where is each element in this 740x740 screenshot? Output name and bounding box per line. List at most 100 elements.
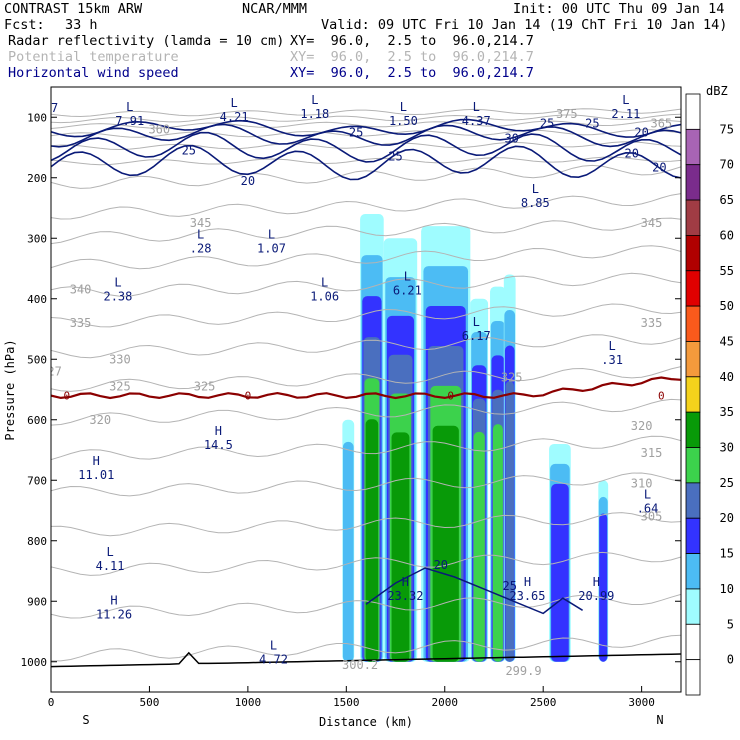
theta-contour [51,366,681,392]
colorbar-swatch [685,93,701,130]
y-axis-label: Pressure (hPa) [3,339,17,440]
extremum-marker: L [114,276,121,290]
x-tick-label: 3000 [628,696,655,709]
y-tick-label: 200 [27,172,47,185]
extremum-marker: L [473,315,480,329]
colorbar-swatch [685,128,701,166]
theta-contour [51,398,681,426]
theta-label: 305 [641,510,663,524]
theta-label: 320 [89,413,111,427]
theta-contour [51,108,681,118]
valid-time: Valid: 09 UTC Fri 10 Jan 14 (19 ChT Fri … [321,17,728,33]
colorbar-label: 0 [727,653,734,667]
colorbar-label: 50 [720,299,734,313]
theta-label: 345 [641,216,663,230]
org-name: NCAR/MMM [242,1,308,17]
theta-label: 360 [148,122,170,136]
wind-speed-label: 30 [504,131,518,145]
theta-contour [51,272,681,297]
wind-speed-label: 20 [241,174,255,188]
field-reflectivity: Radar reflectivity (lamda = 10 cm) [8,33,285,49]
model-name: CONTRAST 15km ARW [4,1,143,17]
colorbar-swatch [685,659,701,696]
field-wind: Horizontal wind speed [8,65,179,81]
x-end-label-north: N [656,713,663,727]
theta-label: 310 [631,476,653,490]
reflectivity-cell [473,431,485,662]
theta-label: 299.9 [505,664,541,678]
field-theta: Potential temperature [8,49,179,65]
colorbar-label: 35 [720,405,734,419]
extremum-marker: L [126,100,133,114]
extremum-value: 1.06 [310,290,339,304]
theta-contour [51,217,681,245]
colorbar-swatch [685,270,701,307]
colorbar-swatch [685,305,701,342]
extremum-value: 14.5 [204,438,233,452]
colorbar-swatch [685,517,701,554]
wind-speed-label: 25 [585,116,599,130]
y-tick-label: 900 [27,595,47,608]
theta-label: 325 [194,379,216,393]
colorbar-swatch [685,341,701,378]
reflectivity-cell [342,441,354,662]
forecast-hours: 33 h [65,17,98,33]
colorbar-swatch [685,376,701,413]
reflectivity-cell [492,424,503,662]
colorbar-swatch [685,235,701,272]
colorbar-swatch [685,482,701,519]
theta-label: 335 [641,316,663,330]
colorbar-label: 15 [720,547,734,561]
wind-speed-label: 25 [349,125,363,139]
forecast-label: Fcst: [4,17,45,33]
extremum-marker: L [311,93,318,107]
theta-contour [51,245,681,270]
wind-speed-label: 20 [434,558,448,572]
extremum-marker: L [622,93,629,107]
colorbar-label: 10 [720,582,734,596]
extremum-value: 23.65 [509,589,545,603]
theta-contour [51,164,681,189]
theta-contour [51,551,681,576]
wind-contour [51,123,681,148]
y-tick-label: 500 [27,353,47,366]
colorbar-label: 65 [720,193,734,207]
y-tick-label: 100 [27,111,47,124]
y-tick-label: 600 [27,414,47,427]
init-time: Init: 00 UTC Thu 09 Jan 14 [513,1,725,17]
reflectivity-cell [599,513,608,662]
wind-contour [51,144,681,181]
colorbar-label: 25 [720,476,734,490]
theta-label: 315 [641,446,663,460]
extremum-value: 11.01 [78,468,114,482]
colorbar-swatch [685,553,701,590]
extremum-value: 1.07 [257,241,286,255]
extremum-marker: H [110,593,117,607]
extremum-marker: H [215,424,222,438]
y-tick-label: 800 [27,535,47,548]
theta-contour [51,193,681,220]
extremum-value: 4.21 [220,110,249,124]
extremum-marker: L [644,487,651,501]
colorbar-label: 75 [720,122,734,136]
extremum-value: 4.11 [96,559,125,573]
extremum-marker: L [197,227,204,241]
extremum-value: 1.50 [389,114,418,128]
extremum-marker: H [524,575,531,589]
extremum-value: 2.11 [611,107,640,121]
y-tick-label: 1000 [21,656,48,669]
theta-contour [51,512,681,537]
theta-contour [51,593,681,619]
extremum-value: 11.26 [96,607,132,621]
theta-label: 325 [501,370,523,384]
theta-label: 340 [70,283,92,297]
freezing-level-label: 0 [63,390,70,403]
colorbar-label: 60 [720,228,734,242]
extremum-marker: L [532,182,539,196]
theta-label: 345 [190,216,212,230]
plot-frame [50,86,682,693]
y-tick-label: 400 [27,293,47,306]
colorbar-swatch [685,588,701,625]
theta-contour [51,334,681,359]
wind-contour [51,131,681,163]
